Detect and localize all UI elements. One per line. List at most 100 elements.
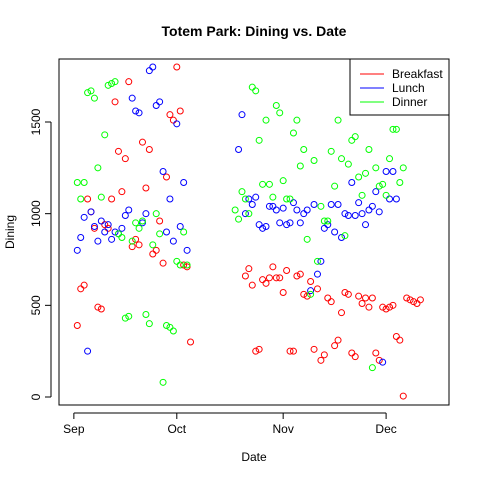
breakfast-point-0 bbox=[73, 322, 81, 329]
breakfast-point-25 bbox=[159, 259, 167, 267]
dinner-point-63 bbox=[334, 116, 342, 124]
breakfast-point-33 bbox=[187, 338, 195, 346]
breakfast-point-52 bbox=[303, 292, 311, 300]
breakfast-point-55 bbox=[313, 285, 321, 293]
lunch-point-40 bbox=[259, 224, 267, 232]
lunch-point-5 bbox=[90, 223, 98, 230]
breakfast-point-74 bbox=[379, 303, 387, 311]
breakfast-point-27 bbox=[166, 111, 174, 119]
dinner-point-80 bbox=[392, 125, 400, 133]
lunch-point-17 bbox=[132, 107, 140, 115]
lunch-point-16 bbox=[128, 94, 136, 102]
breakfast-point-18 bbox=[135, 241, 143, 249]
breakfast-point-6 bbox=[94, 303, 102, 311]
x-tick-label-sep: Sep bbox=[63, 422, 85, 436]
breakfast-point-44 bbox=[276, 274, 284, 282]
dinner-point-48 bbox=[283, 195, 291, 203]
legend-lunch-label: Lunch bbox=[392, 81, 425, 95]
dinner-point-5 bbox=[90, 94, 98, 102]
dinner-point-52 bbox=[296, 162, 304, 170]
breakfast-point-64 bbox=[344, 290, 352, 298]
dinner-point-82 bbox=[399, 164, 407, 172]
breakfast-point-73 bbox=[375, 356, 383, 364]
dinner-point-3 bbox=[84, 89, 92, 97]
dinner-point-37 bbox=[245, 210, 253, 218]
breakfast-point-71 bbox=[368, 294, 376, 302]
dinner-point-43 bbox=[265, 180, 273, 188]
lunch-point-11 bbox=[111, 228, 119, 236]
y-tick-label-1500: 1500 bbox=[29, 108, 43, 135]
dinner-point-28 bbox=[169, 327, 177, 335]
dinner-point-18 bbox=[135, 224, 143, 232]
lunch-point-65 bbox=[344, 212, 352, 219]
dinner-point-4 bbox=[87, 87, 95, 95]
breakfast-point-61 bbox=[334, 336, 342, 344]
breakfast-point-75 bbox=[382, 305, 390, 313]
dinner-point-60 bbox=[324, 217, 332, 225]
dinner-point-56 bbox=[310, 157, 318, 164]
breakfast-point-43 bbox=[272, 274, 280, 282]
points-layer bbox=[73, 63, 424, 400]
dinner-point-42 bbox=[262, 116, 270, 124]
dinner-point-35 bbox=[238, 188, 246, 196]
dinner-point-10 bbox=[108, 80, 116, 87]
breakfast-point-46 bbox=[283, 267, 291, 274]
dinner-point-70 bbox=[358, 191, 366, 199]
breakfast-point-57 bbox=[320, 351, 328, 359]
lunch-point-14 bbox=[121, 212, 129, 219]
dinner-point-21 bbox=[145, 320, 153, 328]
dinner-point-59 bbox=[320, 217, 328, 225]
lunch-point-72 bbox=[368, 202, 376, 210]
dinner-point-13 bbox=[118, 234, 126, 241]
lunch-point-60 bbox=[327, 201, 335, 208]
dinner-point-74 bbox=[372, 164, 380, 172]
dinner-point-64 bbox=[338, 155, 345, 163]
breakfast-point-13 bbox=[118, 188, 126, 196]
legend: Breakfast Lunch Dinner bbox=[349, 58, 450, 116]
lunch-point-44 bbox=[272, 206, 280, 214]
lunch-point-31 bbox=[180, 179, 188, 186]
lunch-point-48 bbox=[286, 219, 294, 227]
lunch-point-2 bbox=[80, 213, 88, 221]
breakfast-point-1 bbox=[77, 285, 85, 293]
dinner-point-19 bbox=[138, 217, 146, 225]
dinner-point-32 bbox=[183, 261, 191, 269]
breakfast-point-79 bbox=[396, 336, 404, 344]
legend-box bbox=[349, 58, 450, 116]
lunch-point-35 bbox=[241, 210, 249, 218]
lunch-point-29 bbox=[173, 120, 181, 128]
breakfast-point-3 bbox=[84, 195, 92, 203]
series-breakfast bbox=[73, 63, 424, 400]
lunch-point-15 bbox=[125, 206, 133, 214]
dinner-point-22 bbox=[149, 241, 157, 249]
lunch-point-7 bbox=[97, 217, 105, 225]
dinner-point-38 bbox=[248, 83, 256, 91]
lunch-point-22 bbox=[149, 63, 157, 71]
dinner-point-54 bbox=[303, 235, 311, 243]
breakfast-point-47 bbox=[286, 347, 294, 355]
lunch-point-51 bbox=[296, 219, 304, 227]
breakfast-point-78 bbox=[392, 333, 400, 340]
lunch-point-25 bbox=[159, 168, 167, 175]
breakfast-point-2 bbox=[80, 281, 88, 289]
x-tick-label-dec: Dec bbox=[375, 422, 396, 436]
breakfast-point-37 bbox=[252, 347, 260, 355]
breakfast-point-41 bbox=[265, 274, 273, 282]
dinner-point-78 bbox=[386, 155, 394, 163]
lunch-point-71 bbox=[365, 206, 373, 214]
dinner-point-50 bbox=[289, 129, 297, 137]
dinner-point-41 bbox=[259, 180, 267, 188]
breakfast-point-82 bbox=[406, 296, 414, 304]
lunch-point-37 bbox=[248, 201, 256, 208]
breakfast-point-24 bbox=[156, 217, 164, 225]
dinner-point-9 bbox=[104, 81, 112, 89]
dinner-point-24 bbox=[156, 230, 164, 238]
lunch-point-64 bbox=[341, 210, 349, 218]
dinner-point-25 bbox=[159, 378, 167, 386]
dinner-point-58 bbox=[317, 202, 325, 210]
lunch-point-1 bbox=[77, 234, 85, 241]
dinner-point-36 bbox=[241, 195, 249, 203]
lunch-point-75 bbox=[379, 358, 387, 366]
series-lunch bbox=[73, 63, 400, 366]
dinner-point-47 bbox=[279, 177, 287, 185]
